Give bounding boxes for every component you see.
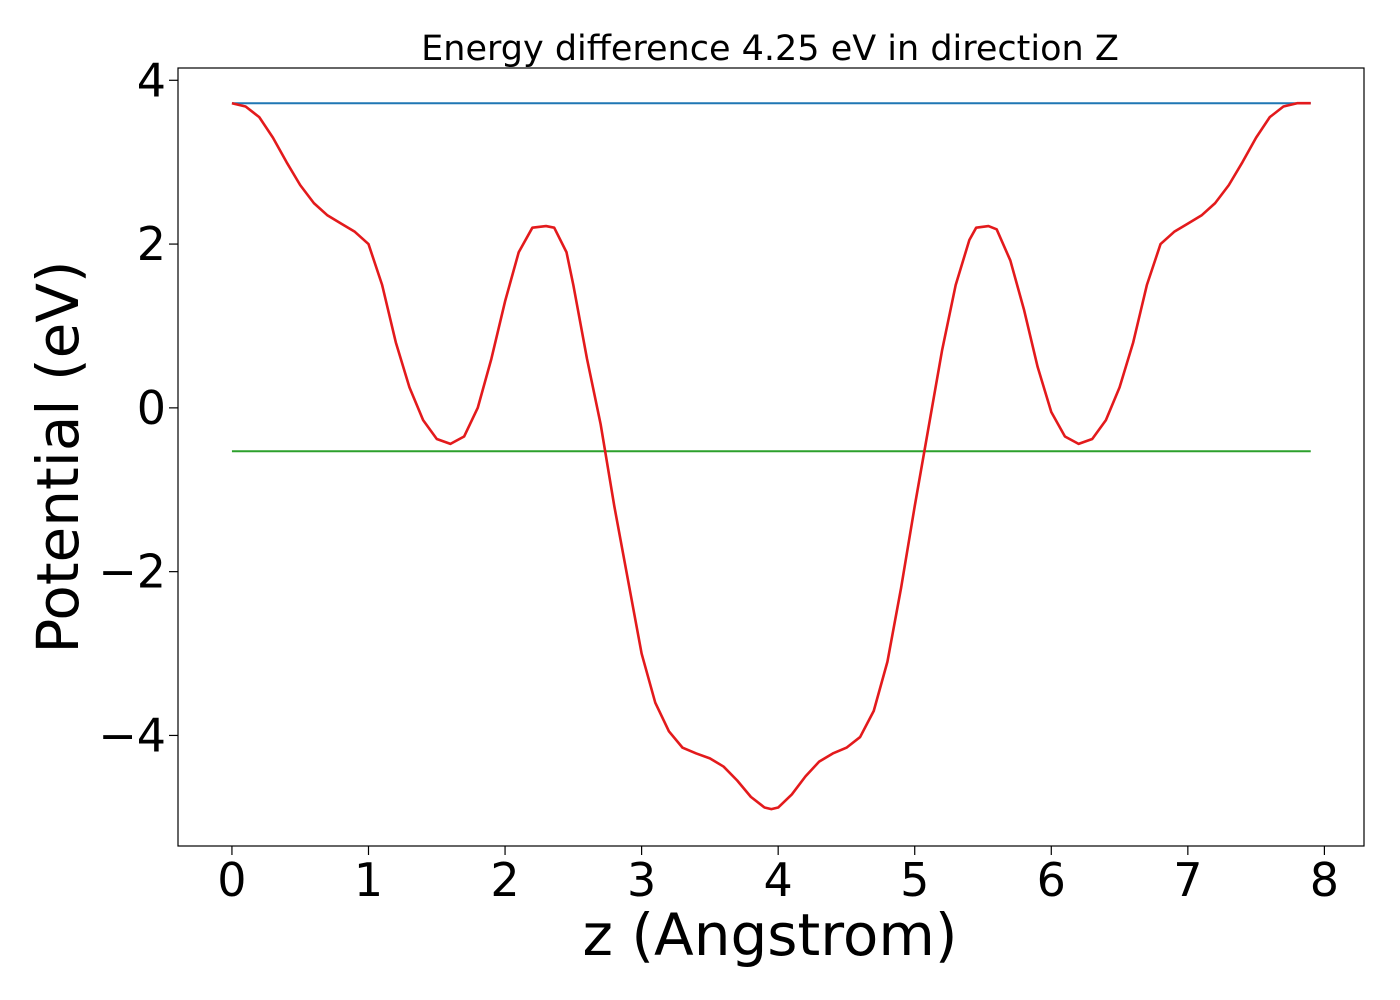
x-tick-label: 7 [1173, 853, 1202, 907]
series-line-2 [231, 101, 1311, 811]
plot-lines [231, 101, 1311, 811]
y-tick-label: −4 [98, 708, 166, 762]
x-tick-label: 3 [627, 853, 656, 907]
x-tick-label: 4 [764, 853, 793, 907]
x-tick-label: 0 [217, 853, 246, 907]
y-axis-ticks: −4 −2 0 2 4 [98, 53, 178, 762]
y-tick-label: 4 [137, 53, 166, 107]
x-axis-label: z (Angstrom) [583, 901, 958, 969]
x-tick-label: 5 [900, 853, 929, 907]
y-tick-label: 2 [137, 217, 166, 271]
chart-title: Energy difference 4.25 eV in direction Z [421, 29, 1119, 69]
x-tick-label: 1 [354, 853, 383, 907]
x-tick-label: 6 [1037, 853, 1066, 907]
plot-frame [177, 67, 1365, 847]
x-tick-label: 8 [1310, 853, 1339, 907]
x-tick-label: 2 [490, 853, 519, 907]
y-tick-label: 0 [137, 381, 166, 435]
y-axis-label: Potential (eV) [24, 260, 92, 653]
y-tick-label: −2 [98, 545, 166, 599]
x-axis-ticks: 0 1 2 3 4 5 6 7 8 [217, 846, 1339, 907]
